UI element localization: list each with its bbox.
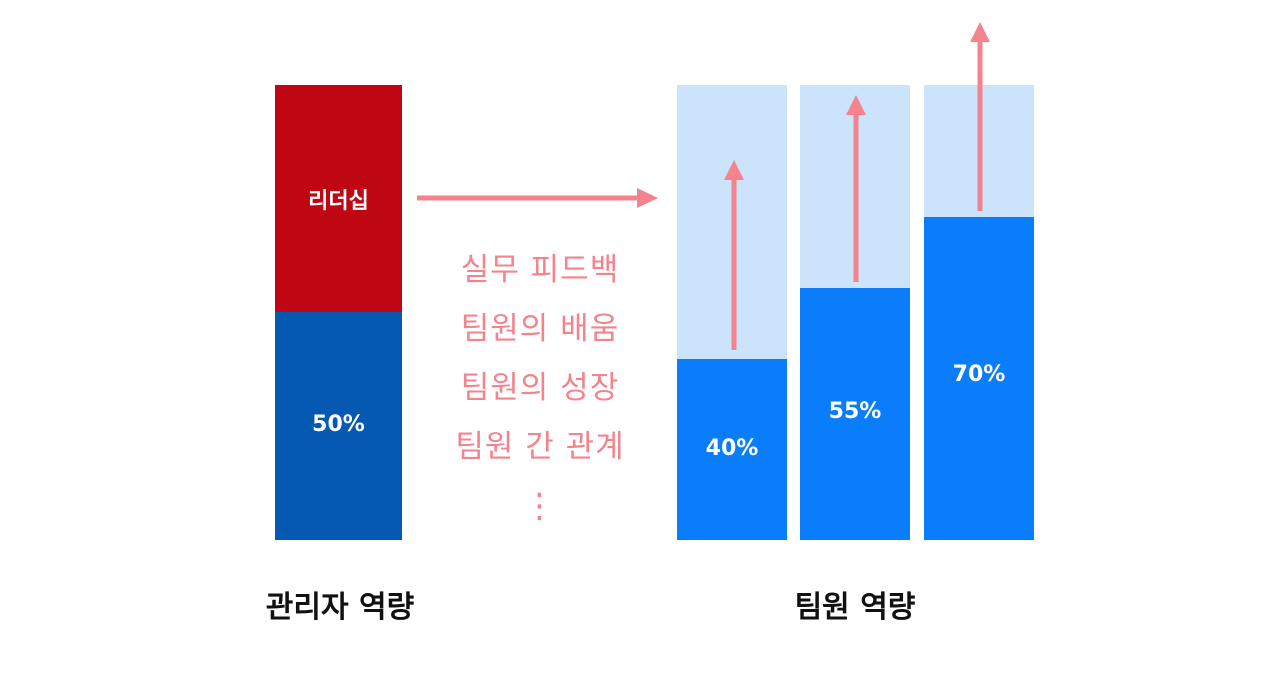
growth-arrow-icon <box>970 22 990 211</box>
manager-bar: 리더십 50% <box>275 85 402 540</box>
effects-item: 팀원의 배움 <box>460 311 620 347</box>
effects-item: 팀원 간 관계 <box>455 429 625 465</box>
effects-item: 실무 피드백 <box>460 252 620 288</box>
team-bar-fill: 40% <box>677 359 787 540</box>
effects-list: 실무 피드백 팀원의 배움 팀원의 성장 팀원 간 관계 ⋮ <box>420 248 660 543</box>
team-bar-value-label: 70% <box>952 362 1006 387</box>
transfer-arrow-icon <box>417 188 658 208</box>
growth-arrow-icon <box>724 160 744 350</box>
manager-base-label: 50% <box>312 412 365 437</box>
team-bar-value-label: 55% <box>828 399 882 424</box>
effects-item: 팀원의 성장 <box>460 370 620 406</box>
team-caption: 팀원 역량 <box>794 590 916 625</box>
team-bar-value-label: 40% <box>705 436 759 461</box>
manager-bar-leadership-segment: 리더십 <box>275 85 402 312</box>
growth-arrow-icon <box>846 95 866 282</box>
leadership-label: 리더십 <box>308 189 369 214</box>
team-bar-fill: 55% <box>800 288 910 540</box>
team-bar-fill: 70% <box>924 217 1034 540</box>
effects-ellipsis: ⋮ <box>522 486 558 526</box>
manager-caption: 관리자 역량 <box>265 590 415 625</box>
manager-bar-base-segment: 50% <box>275 312 402 540</box>
